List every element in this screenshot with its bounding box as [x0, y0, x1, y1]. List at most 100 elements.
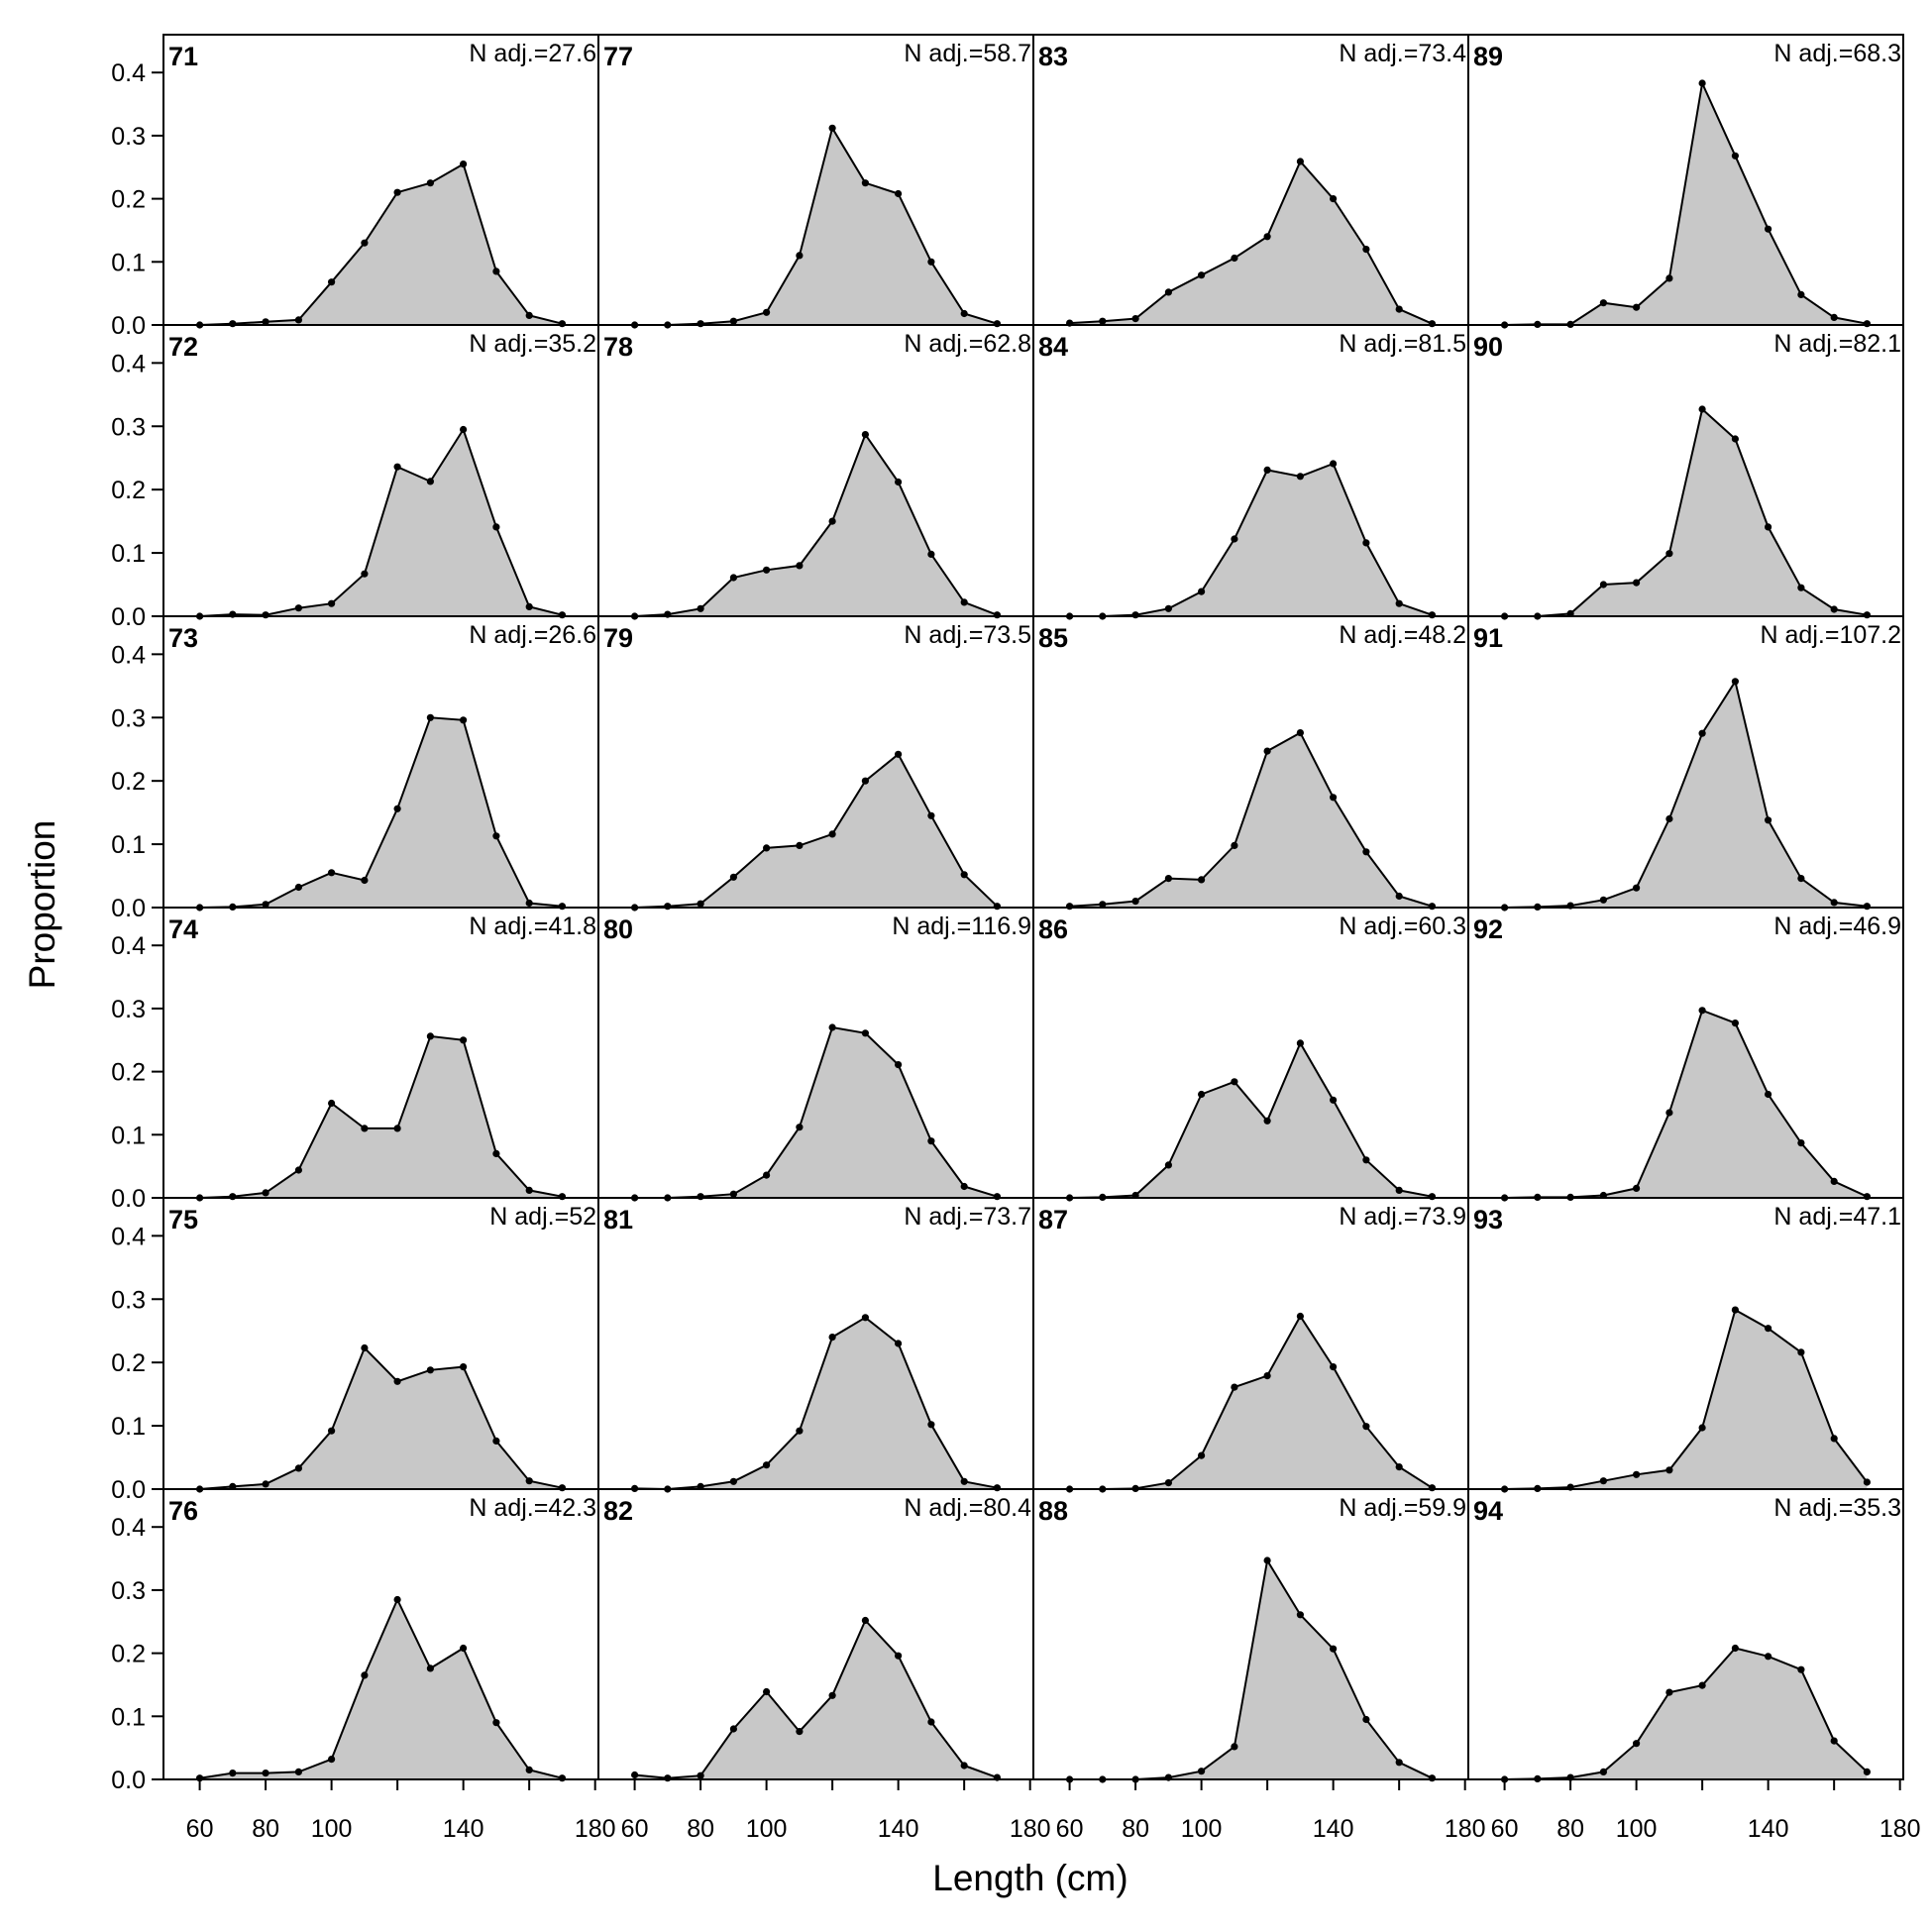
- panel-label-82: 82: [603, 1496, 633, 1526]
- data-point-76-70: [229, 1770, 237, 1777]
- data-point-84-110: [1231, 535, 1238, 543]
- y-tick-label-71-4: 0.4: [111, 59, 146, 87]
- data-point-91-140: [1765, 816, 1772, 824]
- data-point-80-110: [796, 1124, 804, 1131]
- panel-82: 82 N adj.=80.4: [597, 1488, 1034, 1782]
- data-point-84-90: [1164, 604, 1172, 612]
- data-point-83-150: [1362, 246, 1370, 254]
- area-fill-86: [1069, 1042, 1433, 1198]
- data-point-89-120: [1698, 79, 1706, 87]
- data-point-91-120: [1698, 729, 1706, 737]
- panel-71: 71 N adj.=27.6: [162, 34, 599, 329]
- data-point-92-170: [1863, 1193, 1871, 1201]
- data-point-87-100: [1198, 1451, 1206, 1459]
- data-point-82-110: [796, 1728, 804, 1736]
- panel-label-83: 83: [1038, 42, 1068, 71]
- data-point-84-160: [1395, 599, 1403, 607]
- area-fill-83: [1069, 161, 1433, 325]
- series-line-82: [634, 1618, 998, 1779]
- x-tick-label-88-3: 140: [1313, 1815, 1354, 1843]
- area-fill-94: [1504, 1648, 1868, 1779]
- panel-86: 86 N adj.=60.3: [1032, 907, 1469, 1202]
- data-point-88-100: [1198, 1768, 1206, 1775]
- y-tick-label-72-2: 0.2: [111, 477, 146, 504]
- panel-92: 92 N adj.=46.9: [1467, 907, 1904, 1202]
- series-line-86: [1069, 1040, 1433, 1199]
- panel-label-79: 79: [603, 623, 633, 653]
- data-point-91-160: [1830, 899, 1838, 907]
- data-point-85-110: [1231, 841, 1238, 850]
- panel-81: 81 N adj.=73.7: [597, 1197, 1034, 1493]
- data-point-76-80: [262, 1770, 269, 1777]
- x-tick-label-82-4: 180: [1010, 1815, 1051, 1843]
- y-tick-label-75-3: 0.3: [111, 1286, 146, 1314]
- panel-90: 90 N adj.=82.1: [1467, 324, 1904, 620]
- data-point-80-170: [993, 1193, 1002, 1201]
- data-point-93-100: [1633, 1470, 1641, 1478]
- data-point-82-140: [895, 1652, 903, 1660]
- data-point-78-110: [796, 562, 804, 570]
- panel-73: 73 N adj.=26.6: [162, 615, 599, 912]
- data-point-91-110: [1665, 814, 1673, 823]
- panel-label-85: 85: [1038, 623, 1068, 653]
- data-point-78-120: [828, 517, 836, 525]
- series-line-78: [634, 432, 998, 617]
- data-point-83-100: [1198, 271, 1206, 279]
- data-point-93-110: [1665, 1466, 1673, 1474]
- data-point-75-80: [262, 1480, 269, 1488]
- data-point-88-130: [1296, 1611, 1304, 1619]
- area-fill-71: [199, 163, 563, 325]
- area-fill-73: [199, 717, 563, 908]
- data-point-84-170: [1428, 611, 1436, 619]
- data-point-93-130: [1731, 1306, 1739, 1314]
- data-point-71-70: [229, 320, 237, 328]
- data-point-84-130: [1296, 473, 1304, 481]
- x-tick-label-94-3: 140: [1748, 1815, 1789, 1843]
- data-point-73-90: [294, 883, 302, 892]
- data-point-71-90: [294, 316, 302, 324]
- panel-label-75: 75: [168, 1205, 198, 1234]
- data-point-86-90: [1164, 1161, 1172, 1169]
- data-point-93-160: [1830, 1435, 1838, 1443]
- data-point-73-130: [426, 713, 434, 721]
- data-point-89-160: [1830, 313, 1838, 321]
- data-point-74-80: [262, 1189, 269, 1197]
- data-point-91-100: [1633, 884, 1641, 892]
- series-line-93: [1504, 1308, 1869, 1490]
- panel-n-adj-73: N adj.=26.6: [469, 621, 596, 649]
- data-point-85-140: [1330, 794, 1338, 802]
- data-point-78-140: [895, 478, 903, 486]
- panel-74: 74 N adj.=41.8: [162, 907, 599, 1202]
- data-point-86-150: [1362, 1156, 1370, 1164]
- data-point-88-110: [1231, 1743, 1238, 1751]
- y-tick-label-73-2: 0.2: [111, 768, 146, 796]
- y-tick-label-73-0: 0.0: [111, 895, 146, 922]
- data-point-90-150: [1797, 584, 1805, 591]
- data-point-94-90: [1599, 1768, 1607, 1775]
- panel-78: 78 N adj.=62.8: [597, 324, 1034, 620]
- panel-n-adj-87: N adj.=73.9: [1339, 1203, 1466, 1231]
- x-tick-label-94-2: 100: [1616, 1815, 1658, 1843]
- data-point-75-120: [393, 1377, 401, 1385]
- series-line-75: [199, 1345, 563, 1490]
- data-point-93-150: [1797, 1348, 1805, 1356]
- data-point-76-110: [361, 1671, 369, 1679]
- panel-n-adj-75: N adj.=52: [489, 1203, 596, 1231]
- panel-label-90: 90: [1473, 332, 1503, 362]
- data-point-83-80: [1131, 315, 1139, 323]
- panel-n-adj-93: N adj.=47.1: [1773, 1203, 1901, 1231]
- data-point-76-100: [328, 1756, 336, 1764]
- y-tick-label-72-3: 0.3: [111, 413, 146, 441]
- data-point-74-130: [426, 1032, 434, 1040]
- panel-n-adj-82: N adj.=80.4: [904, 1494, 1031, 1522]
- panel-n-adj-79: N adj.=73.5: [904, 621, 1031, 649]
- data-point-76-120: [393, 1595, 401, 1604]
- data-point-77-80: [697, 320, 704, 328]
- area-fill-78: [634, 434, 998, 616]
- y-tick-label-76-0: 0.0: [111, 1767, 146, 1794]
- panel-n-adj-76: N adj.=42.3: [469, 1494, 596, 1522]
- data-point-71-120: [393, 188, 401, 196]
- data-point-90-110: [1665, 550, 1673, 558]
- series-line-94: [1504, 1647, 1869, 1780]
- data-point-83-90: [1164, 288, 1172, 296]
